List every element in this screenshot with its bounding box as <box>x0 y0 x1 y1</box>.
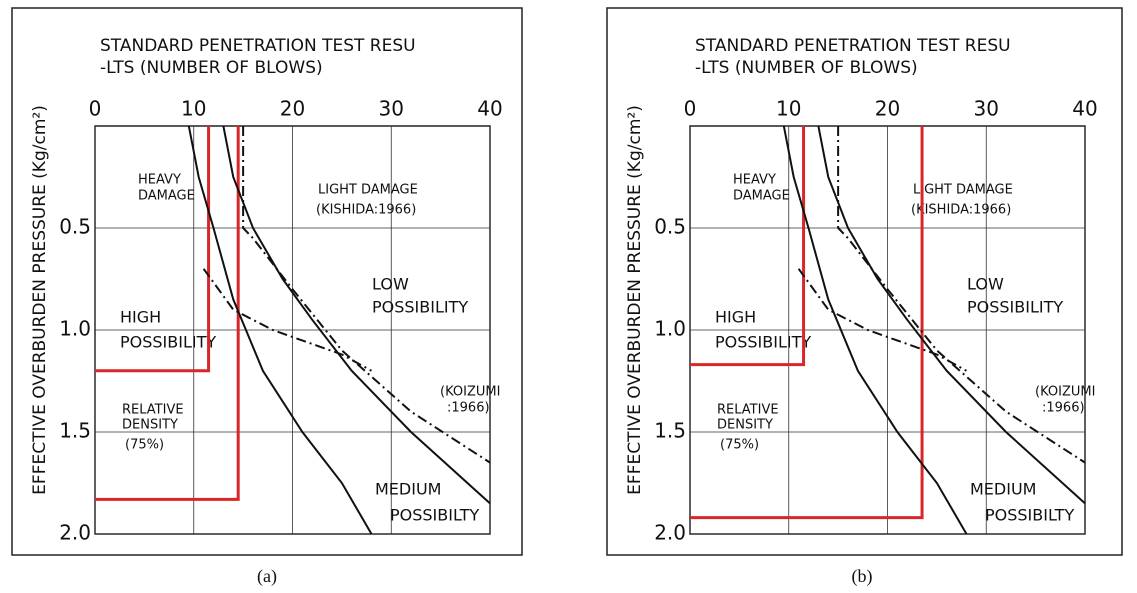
line-series <box>95 126 240 501</box>
x-tick-label: 10 <box>181 97 206 121</box>
panel-frame <box>606 7 1123 556</box>
panel: 0 10 20 30 40 0.5 1.0 1.5 2.0 STANDARD PENETRATIO… <box>606 7 1123 587</box>
y-tick-label: 2.0 <box>654 521 686 545</box>
annotation: MEDIUM <box>375 480 441 499</box>
annotation: RELATIVE <box>717 403 779 418</box>
annotation: DENSITY <box>122 418 178 433</box>
caption: (a) <box>257 566 277 587</box>
y-tick-label: 0.5 <box>654 215 686 239</box>
annotation: (KOIZUMI <box>440 385 500 400</box>
annotation: POSSIBILTY <box>985 506 1074 525</box>
annotation: MEDIUM <box>970 480 1036 499</box>
x-tick-label: 10 <box>776 97 801 121</box>
annotation: POSSIBILITY <box>715 333 811 352</box>
y-tick-label: 1.0 <box>59 317 91 341</box>
annotation: POSSIBILTY <box>390 506 479 525</box>
annotation: LOW <box>967 275 1004 294</box>
line-series <box>817 125 1086 505</box>
annotation: DENSITY <box>717 418 773 433</box>
line-series <box>782 125 968 535</box>
annotation: :1966) <box>1042 401 1085 416</box>
y-axis-label: EFFECTIVE OVERBURDEN PRESSURE (Kg/cm²) <box>30 105 50 495</box>
line-series <box>690 126 924 520</box>
line-series <box>242 126 491 464</box>
y-tick-label: 1.5 <box>654 419 686 443</box>
x-axis-label: -LTS (NUMBER OF BLOWS) <box>100 58 323 78</box>
line-series <box>222 125 491 505</box>
annotation: HEAVY <box>733 173 776 188</box>
x-tick-label: 40 <box>1072 97 1097 121</box>
x-tick-label: 40 <box>477 97 502 121</box>
line-series <box>837 126 1086 464</box>
annotation: (KOIZUMI <box>1035 385 1095 400</box>
x-axis-label: STANDARD PENETRATION TEST RESU <box>100 36 416 56</box>
annotation: :1966) <box>447 401 490 416</box>
y-tick-label: 0.5 <box>59 215 91 239</box>
annotation: DAMAGE <box>138 189 195 204</box>
annotation: HIGH <box>715 308 756 327</box>
annotation: (75%) <box>125 438 164 453</box>
annotation: POSSIBILITY <box>372 298 468 317</box>
annotation: LIGHT DAMAGE <box>318 183 418 198</box>
annotation: POSSIBILITY <box>120 333 216 352</box>
annotation: POSSIBILITY <box>967 298 1063 317</box>
line-series <box>202 268 372 372</box>
line-series <box>797 268 967 372</box>
x-tick-label: 0 <box>89 97 102 121</box>
annotation: DAMAGE <box>733 189 790 204</box>
y-tick-label: 1.5 <box>59 419 91 443</box>
y-tick-label: 1.0 <box>654 317 686 341</box>
annotation: HIGH <box>120 308 161 327</box>
x-tick-label: 0 <box>684 97 697 121</box>
line-series <box>690 126 806 367</box>
annotation: HEAVY <box>138 173 181 188</box>
annotation: (75%) <box>720 438 759 453</box>
x-tick-label: 30 <box>379 97 404 121</box>
y-axis-label: EFFECTIVE OVERBURDEN PRESSURE (Kg/cm²) <box>625 105 645 495</box>
x-tick-label: 20 <box>875 97 900 121</box>
annotation: LIGHT DAMAGE <box>913 183 1013 198</box>
x-axis-label: -LTS (NUMBER OF BLOWS) <box>695 58 918 78</box>
line-series <box>187 125 373 535</box>
x-axis-label: STANDARD PENETRATION TEST RESU <box>695 36 1011 56</box>
x-tick-label: 30 <box>974 97 999 121</box>
annotation: (KISHIDA:1966) <box>316 203 416 218</box>
annotation: (KISHIDA:1966) <box>911 203 1011 218</box>
y-tick-label: 2.0 <box>59 521 91 545</box>
panel-frame <box>11 7 523 556</box>
annotation: RELATIVE <box>122 403 184 418</box>
caption: (b) <box>852 566 873 587</box>
x-tick-label: 20 <box>280 97 305 121</box>
panel: 0 10 20 30 40 0.5 1.0 1.5 2.0 STANDARD PENETRATIO… <box>11 7 523 587</box>
annotation: LOW <box>372 275 409 294</box>
